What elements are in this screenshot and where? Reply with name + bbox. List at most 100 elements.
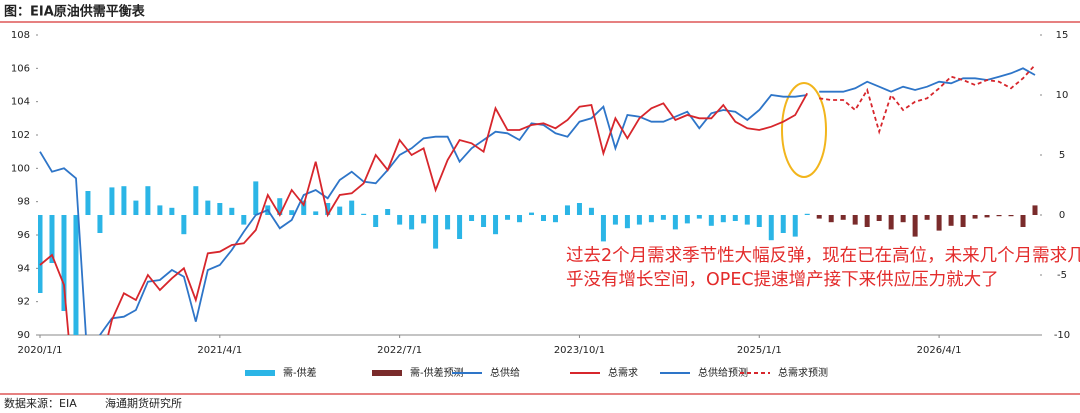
bar <box>481 215 487 227</box>
y-tick-label: 90 <box>17 330 30 341</box>
source: 数据来源：EIA <box>4 396 77 410</box>
bar <box>217 203 223 215</box>
bar <box>1032 205 1038 215</box>
bar <box>816 215 822 219</box>
bar <box>277 198 283 215</box>
bar <box>540 215 546 221</box>
bar <box>624 215 630 229</box>
legend-label: 总需求预测 <box>778 366 828 379</box>
line <box>39 94 808 335</box>
y-tick-label: 108 <box>11 30 30 41</box>
bar <box>433 215 439 249</box>
line <box>819 64 1036 135</box>
bar <box>912 215 918 237</box>
bar <box>109 187 115 215</box>
bar <box>97 215 103 233</box>
bar <box>828 215 834 223</box>
bar <box>552 215 558 223</box>
bar <box>205 200 211 215</box>
line <box>819 67 1036 93</box>
bar <box>289 210 295 215</box>
bar <box>660 215 666 220</box>
bar <box>636 215 642 225</box>
x-tick-label: 2022/7/1 <box>377 345 422 356</box>
bar <box>373 215 379 227</box>
bar <box>325 203 331 215</box>
bar <box>469 215 475 221</box>
bar <box>193 186 199 215</box>
bar <box>804 213 810 215</box>
bar <box>564 205 570 215</box>
bar <box>780 215 786 233</box>
bar <box>229 207 235 215</box>
bar <box>445 215 451 230</box>
bar <box>409 215 415 230</box>
legend-label: 总供给 <box>490 366 520 379</box>
bar <box>672 215 678 230</box>
y-tick-label: 104 <box>11 97 30 108</box>
bar <box>457 215 463 239</box>
y-tick-label: 96 <box>17 230 30 241</box>
bar <box>840 215 846 220</box>
bar <box>708 215 714 226</box>
bar <box>301 200 307 215</box>
y-tick-label: 100 <box>11 163 30 174</box>
bar <box>85 191 91 215</box>
bar <box>361 213 367 215</box>
bar <box>133 200 139 215</box>
bar <box>337 206 343 215</box>
bar <box>73 215 79 335</box>
plot-area <box>38 64 1038 335</box>
bar <box>588 207 594 215</box>
y2-tick-label: -10 <box>1054 330 1070 341</box>
bar <box>684 215 690 224</box>
bar <box>756 215 762 227</box>
bar <box>61 215 67 311</box>
bar <box>576 203 582 215</box>
y-tick-label: 102 <box>11 130 30 141</box>
bar <box>900 215 906 223</box>
y-tick-label: 106 <box>11 63 30 74</box>
bar <box>1008 215 1014 217</box>
bar <box>397 215 403 225</box>
y-tick-label: 98 <box>17 197 30 208</box>
y2-tick-label: 15 <box>1056 30 1069 41</box>
line <box>39 92 808 335</box>
bar <box>385 209 391 215</box>
bar <box>948 215 954 226</box>
legend-swatch <box>372 370 402 376</box>
bar <box>493 215 499 235</box>
x-tick-label: 2023/10/1 <box>554 345 605 356</box>
bar <box>768 215 774 241</box>
chart-title: 图：EIA原油供需平衡表 <box>4 4 146 20</box>
bar <box>169 207 175 215</box>
bar <box>49 215 55 263</box>
bar <box>936 215 942 231</box>
legend-label: 需-供差 <box>283 366 317 379</box>
y2-tick-label: 10 <box>1056 90 1069 101</box>
y-tick-label: 94 <box>17 263 30 274</box>
bar <box>241 215 247 225</box>
bar <box>529 212 535 215</box>
bar <box>924 215 930 220</box>
source: 海通期货研究所 <box>105 396 182 410</box>
bar <box>253 181 259 215</box>
bar <box>960 215 966 227</box>
bar <box>421 215 427 224</box>
bar <box>517 215 523 223</box>
bar <box>145 186 151 215</box>
bar <box>313 211 319 215</box>
bar <box>600 215 606 242</box>
bar <box>121 186 127 215</box>
bar <box>792 215 798 237</box>
bar <box>157 205 163 215</box>
x-tick-label: 2021/4/1 <box>197 345 242 356</box>
bar <box>648 215 654 223</box>
bar <box>696 215 702 219</box>
bar <box>349 200 355 215</box>
bar <box>972 215 978 219</box>
y-tick-label: 92 <box>17 297 30 308</box>
bar <box>744 215 750 225</box>
bar <box>984 215 990 218</box>
